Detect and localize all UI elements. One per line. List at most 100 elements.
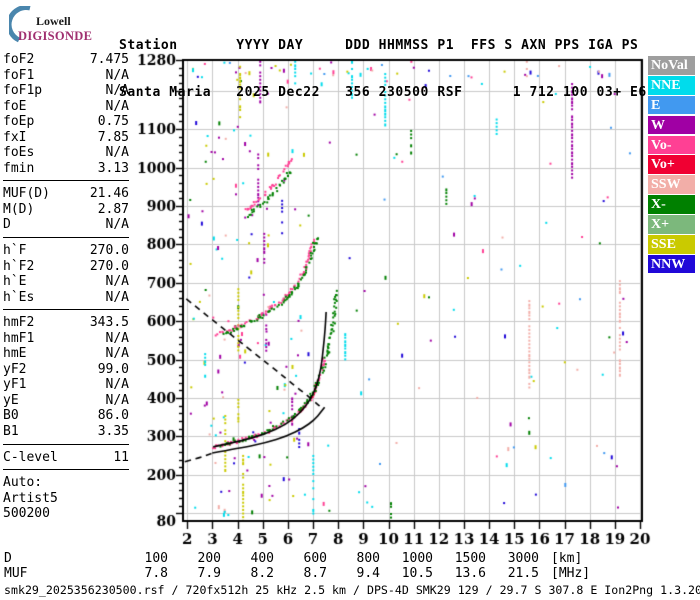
legend-item-x: X-: [648, 195, 695, 214]
param-value: 270.0: [89, 243, 129, 259]
param-row: B1 3.35: [3, 424, 129, 440]
distance-row-value: 1500: [454, 551, 486, 566]
muf-row: MUF 7.8 7.9 8.2 8.7 9.4 10.5 13.6 21.5 [MHz]: [4, 565, 591, 582]
header-station-values: Santa Maria 2025 Dec22 356 230500 RSF 1 …: [119, 84, 647, 100]
param-label: foF2: [3, 52, 35, 67]
muf-distance-table: D 100 200 400 600 800 1000 1500 3000 [km] MUF 7.8 7.…: [4, 551, 591, 582]
param-row: yF2 99.0: [3, 362, 129, 378]
legend-item-x: X+: [648, 215, 695, 234]
station-header: Station YYYY DAY DDD HHMMSS P1 FFS S AXN…: [119, 7, 647, 131]
param-value: 11: [113, 449, 129, 465]
param-value: 86.0: [97, 408, 129, 424]
logo-digisonde-text: DIGISONDE: [18, 29, 93, 43]
param-label: h`F: [3, 243, 27, 259]
param-row: C-level 11: [3, 450, 129, 466]
param-row: h`F2 270.0: [3, 259, 129, 275]
file-info-line: smk29_2025356230500.rsf / 720fx512h 25 k…: [4, 583, 700, 597]
param-value: 7.475: [89, 52, 129, 67]
parameter-panel: foF2 7.475 foF1 N/A foF1p N/A foE N/A foEp 0.75 fx…: [3, 52, 129, 522]
param-row: yF1 N/A: [3, 377, 129, 393]
param-value: N/A: [105, 67, 129, 83]
legend-item-nnw: NNW: [648, 254, 695, 274]
legend-item-noval: NoVal: [648, 56, 695, 75]
param-row: h`Es N/A: [3, 290, 129, 306]
muf-row-value: 7.8: [144, 565, 168, 581]
header-column-titles: Station YYYY DAY DDD HHMMSS P1 FFS S AXN…: [119, 38, 639, 53]
panel-divider: [3, 237, 129, 239]
distance-row-value: 3000: [507, 551, 539, 566]
legend-item-nne: NNE: [648, 75, 695, 95]
param-value: N/A: [105, 83, 129, 99]
param-label: fmin: [3, 160, 35, 176]
param-label: hmF1: [3, 330, 35, 346]
param-value: N/A: [105, 145, 129, 161]
legend-item-vo: Vo+: [648, 155, 695, 175]
param-label: Auto:: [3, 475, 43, 491]
param-row: MUF(D) 21.46: [3, 186, 129, 202]
param-value: 3.35: [97, 424, 129, 440]
param-value: 270.0: [89, 258, 129, 274]
param-label: yF1: [3, 377, 27, 393]
param-row: hmF1 N/A: [3, 331, 129, 347]
param-label: B0: [3, 408, 19, 424]
legend-item-e: E: [648, 95, 695, 115]
param-value: 3.13: [97, 160, 129, 176]
param-value: 2.87: [97, 201, 129, 217]
distance-row-unit: [km]: [551, 551, 583, 566]
param-label: B1: [3, 424, 19, 440]
param-row: foEs N/A: [3, 145, 129, 161]
param-row: B0 86.0: [3, 408, 129, 424]
panel-divider: [3, 469, 129, 471]
distance-row-value: 200: [197, 551, 221, 566]
param-row: fxI 7.85: [3, 130, 129, 146]
direction-color-legend: NoVal NNE E W Vo- Vo+ SSW X- X+ SSE NNW: [648, 56, 695, 275]
legend-item-vo: Vo-: [648, 135, 695, 155]
param-label: C-level: [3, 449, 58, 465]
param-row: h`E N/A: [3, 274, 129, 290]
param-value: N/A: [105, 377, 129, 393]
param-value: 99.0: [97, 361, 129, 377]
param-row: foEp 0.75: [3, 114, 129, 130]
param-label: h`Es: [3, 289, 35, 305]
param-row: D N/A: [3, 217, 129, 233]
muf-row-value: 9.4: [356, 565, 380, 581]
param-value: N/A: [105, 274, 129, 290]
param-label: fxI: [3, 129, 27, 145]
param-label: yF2: [3, 361, 27, 377]
param-label: foE: [3, 98, 27, 114]
param-value: 0.75: [97, 114, 129, 130]
muf-row-value: 8.2: [250, 565, 274, 581]
param-row: Artist5: [3, 491, 129, 507]
legend-item-ssw: SSW: [648, 175, 695, 194]
distance-row-value: 100: [144, 551, 168, 566]
param-label: M(D): [3, 201, 35, 217]
param-label: D: [3, 217, 11, 233]
param-label: h`F2: [3, 258, 35, 274]
legend-item-w: W: [648, 115, 695, 135]
param-label: foEs: [3, 145, 35, 161]
param-label: Artist5: [3, 490, 58, 506]
param-row: hmE N/A: [3, 346, 129, 362]
param-value: 343.5: [89, 315, 129, 331]
logo-lowell-text: Lowell: [36, 14, 71, 28]
param-label: hmE: [3, 346, 27, 362]
param-label: h`E: [3, 274, 27, 290]
distance-row-value: 1000: [401, 551, 433, 566]
legend-item-sse: SSE: [648, 234, 695, 254]
muf-row-value: 7.9: [197, 565, 221, 581]
distance-row-value: 600: [303, 551, 327, 566]
param-row: fmin 3.13: [3, 161, 129, 177]
param-row: foF2 7.475: [3, 52, 129, 68]
param-row: h`F 270.0: [3, 243, 129, 259]
distance-row-value: 800: [356, 551, 380, 566]
muf-row-unit: [MHz]: [551, 565, 591, 581]
param-value: N/A: [105, 330, 129, 346]
muf-row-label: MUF: [4, 565, 28, 581]
param-label: foF1: [3, 67, 35, 83]
lowell-digisonde-logo: Lowell DIGISONDE: [6, 4, 116, 48]
param-value: 7.85: [97, 129, 129, 145]
distance-row: D 100 200 400 600 800 1000 1500 3000 [km]: [4, 551, 590, 567]
param-value: N/A: [105, 217, 129, 233]
